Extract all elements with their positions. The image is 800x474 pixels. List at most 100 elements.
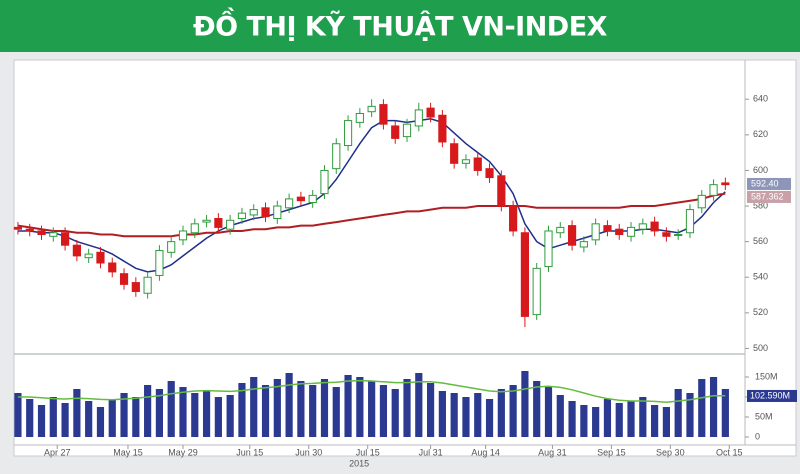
y-tick-label: 580 xyxy=(753,200,768,210)
volume-bar xyxy=(14,393,22,437)
volume-bar xyxy=(214,397,222,437)
candle-body xyxy=(296,196,305,202)
volume-bar xyxy=(261,385,270,437)
last-value-label: 592.40 xyxy=(751,178,779,188)
candle-body xyxy=(155,250,164,276)
volume-bar xyxy=(191,393,199,437)
candle-body xyxy=(178,230,188,241)
volume-bar xyxy=(250,377,258,437)
header xyxy=(0,0,800,52)
volume-bar xyxy=(592,407,600,437)
volume-bar xyxy=(202,391,211,437)
volume-bar xyxy=(37,405,46,437)
candle-body xyxy=(414,109,423,127)
volume-bar xyxy=(108,399,116,437)
y-tick-label: 620 xyxy=(753,129,768,139)
volume-bar xyxy=(85,401,93,437)
candle-body xyxy=(308,194,317,203)
candle-body xyxy=(332,143,341,170)
x-tick-label: May 29 xyxy=(168,447,198,457)
volume-bar xyxy=(297,381,305,437)
volume-bar xyxy=(379,385,388,437)
volume-ma-line xyxy=(17,379,726,403)
volume-bar xyxy=(462,397,470,437)
year-label: 2015 xyxy=(349,458,369,468)
candle-body xyxy=(473,157,482,171)
candle-body xyxy=(84,253,93,259)
y-tick-label: 540 xyxy=(753,272,768,282)
candle-body xyxy=(721,182,730,186)
volume-bar xyxy=(96,407,105,437)
volume-bar xyxy=(403,379,411,437)
volume-bar xyxy=(438,391,446,437)
x-tick-label: Sep 30 xyxy=(656,447,685,457)
volume-bar xyxy=(603,399,612,437)
ma-line xyxy=(17,192,726,238)
candle-body xyxy=(402,123,412,138)
volume-bar xyxy=(721,389,729,437)
candle-body xyxy=(438,114,447,143)
candle-body xyxy=(108,262,117,273)
candle-body xyxy=(391,125,400,139)
volume-bar xyxy=(273,379,281,437)
candle-body xyxy=(579,241,588,248)
x-tick-label: Jun 15 xyxy=(236,447,263,457)
candle-body xyxy=(72,244,81,257)
volume-bar xyxy=(179,387,187,437)
candle-body xyxy=(214,218,223,228)
volume-bar xyxy=(132,397,140,437)
candle-body xyxy=(190,223,199,234)
candle-body xyxy=(697,194,706,209)
candle-body xyxy=(603,225,612,232)
volume-bar xyxy=(615,403,623,437)
candle-body xyxy=(461,159,471,164)
candle-body xyxy=(167,241,176,253)
y-tick-label: 50M xyxy=(755,411,773,421)
volume-bar xyxy=(568,401,576,437)
volume-bar xyxy=(580,405,588,437)
candle-body xyxy=(49,232,58,237)
volume-bar xyxy=(544,387,553,437)
candle-body xyxy=(650,221,659,232)
y-tick-label: 640 xyxy=(753,94,768,104)
volume-bar xyxy=(61,403,69,437)
candle-body xyxy=(261,207,270,218)
volume-bar xyxy=(144,385,152,437)
candle-body xyxy=(379,104,388,125)
volume-bar xyxy=(521,371,529,437)
candle-body xyxy=(674,234,683,237)
candle-body xyxy=(60,232,70,246)
candle-body xyxy=(532,267,541,316)
x-tick-label: Aug 31 xyxy=(538,447,567,457)
volume-bar xyxy=(709,377,718,437)
volume-bar xyxy=(226,395,234,437)
volume-bar xyxy=(320,379,329,437)
candle-body xyxy=(119,273,129,285)
volume-bar xyxy=(155,389,164,437)
candle-body xyxy=(131,282,140,292)
candle-body xyxy=(343,120,353,147)
candle-body xyxy=(615,228,624,236)
last-value-label: 587.362 xyxy=(751,191,784,201)
volume-bar xyxy=(674,389,682,437)
candle-body xyxy=(25,228,34,232)
volume-bar xyxy=(344,375,352,437)
volume-bar xyxy=(332,387,340,437)
volume-bar xyxy=(533,381,541,437)
volume-bar xyxy=(391,389,399,437)
volume-bar xyxy=(556,395,564,437)
candle-body xyxy=(544,230,553,268)
volume-bar xyxy=(368,381,376,437)
candle-body xyxy=(567,225,577,246)
volume-bar xyxy=(26,399,34,437)
x-tick-label: Jun 30 xyxy=(295,447,322,457)
volume-bar xyxy=(474,393,482,437)
y-tick-label: 0 xyxy=(755,431,760,441)
candle-body xyxy=(237,212,247,220)
volume-bar xyxy=(415,373,423,437)
volume-bar xyxy=(450,393,458,437)
candle-body xyxy=(143,276,152,294)
y-tick-label: 500 xyxy=(753,343,768,353)
volume-bar xyxy=(509,385,517,437)
